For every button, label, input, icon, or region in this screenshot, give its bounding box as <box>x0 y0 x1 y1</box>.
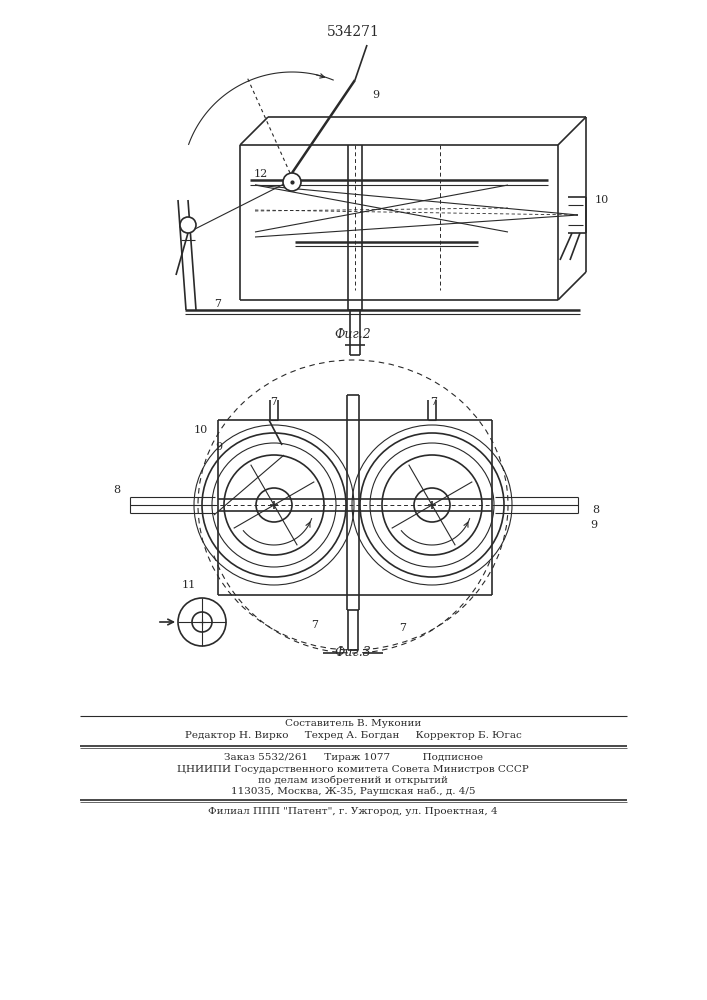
Text: 7: 7 <box>431 397 438 407</box>
Text: Составитель В. Муконии: Составитель В. Муконии <box>285 720 421 728</box>
Text: 9: 9 <box>590 520 597 530</box>
Text: 9: 9 <box>372 90 379 100</box>
Text: 9: 9 <box>215 442 222 452</box>
Circle shape <box>180 217 196 233</box>
Text: 534271: 534271 <box>327 25 380 39</box>
Text: ЦНИИПИ Государственного комитета Совета Министров СССР: ЦНИИПИ Государственного комитета Совета … <box>177 764 529 774</box>
Text: Фиг.2: Фиг.2 <box>334 328 371 342</box>
Text: 7: 7 <box>399 623 407 633</box>
Text: по делам изобретений и открытий: по делам изобретений и открытий <box>258 775 448 785</box>
Text: 10: 10 <box>194 425 208 435</box>
Text: 7: 7 <box>312 620 318 630</box>
Text: Заказ 5532/261     Тираж 1077          Подписное: Заказ 5532/261 Тираж 1077 Подписное <box>223 752 482 762</box>
Text: 7: 7 <box>214 299 221 309</box>
Text: Редактор Н. Вирко     Техред А. Богдан     Корректор Б. Югас: Редактор Н. Вирко Техред А. Богдан Корре… <box>185 732 521 740</box>
Circle shape <box>283 173 301 191</box>
Text: Филиал ППП "Патент", г. Ужгород, ул. Проектная, 4: Филиал ППП "Патент", г. Ужгород, ул. Про… <box>208 806 498 816</box>
Text: 8: 8 <box>113 485 120 495</box>
Text: 8: 8 <box>592 505 599 515</box>
Text: 12: 12 <box>254 169 268 179</box>
Text: 11: 11 <box>182 580 196 590</box>
Text: 7: 7 <box>271 397 278 407</box>
Text: 10: 10 <box>595 195 609 205</box>
Text: 113035, Москва, Ж-35, Раушская наб., д. 4/5: 113035, Москва, Ж-35, Раушская наб., д. … <box>230 786 475 796</box>
Text: Фиг.3: Фиг.3 <box>334 646 371 658</box>
